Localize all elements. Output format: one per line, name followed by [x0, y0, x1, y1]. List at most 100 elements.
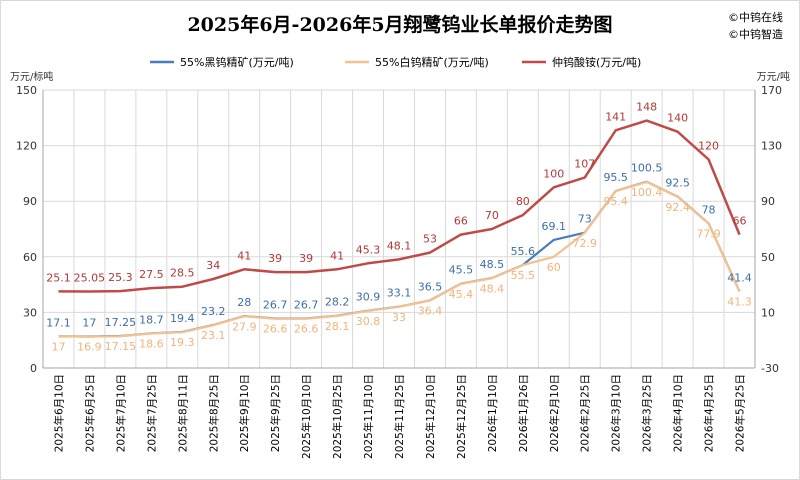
data-label: 73 [578, 213, 592, 226]
x-tick-label: 2025年9月10日 [238, 374, 251, 452]
data-label: 18.6 [139, 338, 164, 351]
data-label: 55.5 [511, 269, 536, 282]
data-label: 92.4 [665, 201, 690, 214]
data-label: 18.7 [139, 313, 164, 326]
legend: 55%黑钨精矿(万元/吨) 55%白钨精矿(万元/吨) 仲钨酸铵(万元/吨) [150, 55, 641, 69]
x-tick-label: 2026年1月10日 [486, 374, 499, 452]
x-tick-label: 2026年3月25日 [641, 374, 654, 452]
watermark-line-2: ©中钨智造 [728, 27, 783, 41]
data-label: 53 [423, 233, 437, 246]
data-label: 34 [206, 259, 220, 272]
right-tick-label: 90 [761, 195, 775, 208]
data-label: 100.4 [631, 186, 663, 199]
data-label: 16.9 [77, 341, 102, 354]
x-tick-label: 2026年3月10日 [610, 374, 623, 452]
left-axis-unit: 万元/标吨 [10, 70, 53, 83]
data-label: 100 [543, 167, 564, 180]
data-label: 45.3 [356, 243, 381, 256]
data-label: 70 [485, 209, 499, 222]
x-tick-label: 2025年6月25日 [83, 374, 96, 452]
data-label: 48.4 [480, 282, 505, 295]
data-label: 140 [667, 112, 688, 125]
x-tick-label: 2026年1月26日 [517, 374, 530, 452]
data-label: 26.6 [294, 323, 319, 336]
right-tick-label: -30 [761, 362, 779, 375]
data-label: 41 [237, 249, 251, 262]
data-label: 60 [547, 261, 561, 274]
x-tick-label: 2025年8月25日 [207, 374, 220, 452]
x-tick-label: 2025年6月10日 [52, 374, 65, 452]
data-label: 39 [299, 252, 313, 265]
series-line [58, 119, 741, 293]
right-tick-label: 50 [761, 251, 775, 264]
data-label: 45.5 [449, 264, 474, 277]
x-tick-label: 2025年10月25日 [331, 374, 344, 459]
x-tick-label: 2025年8月11日 [176, 374, 189, 452]
data-label: 48.1 [387, 239, 412, 252]
left-tick-label: 120 [16, 140, 37, 153]
gridlines [42, 89, 756, 368]
x-tick-label: 2026年2月25日 [579, 374, 592, 452]
left-tick-label: 150 [16, 84, 37, 97]
data-label: 55.6 [511, 245, 536, 258]
data-label: 41.4 [727, 271, 752, 284]
data-label: 39 [268, 252, 282, 265]
x-tick-label: 2025年10月10日 [300, 374, 313, 459]
data-label: 48.5 [480, 258, 505, 271]
data-label: 17.1 [46, 316, 71, 329]
data-label: 45.4 [449, 288, 474, 301]
data-label: 72.9 [572, 237, 597, 250]
data-label: 30.8 [356, 315, 381, 328]
data-label: 80 [516, 195, 530, 208]
data-label: 28.1 [325, 320, 350, 333]
x-tick-label: 2025年7月10日 [114, 374, 127, 452]
axes: 0 30 60 90 120 150 -30 10 50 90 130 170 2025年6月10日 20… [16, 84, 782, 459]
data-label: 30.9 [356, 291, 381, 304]
data-label: 92.5 [665, 177, 690, 190]
data-label: 141 [605, 110, 626, 123]
left-tick-label: 90 [23, 195, 37, 208]
data-label: 17 [51, 340, 65, 353]
data-label: 66 [733, 215, 747, 228]
left-tick-label: 30 [23, 306, 37, 319]
x-tick-label: 2026年2月10日 [548, 374, 561, 452]
data-label: 17.15 [105, 340, 137, 353]
data-label: 19.4 [170, 312, 195, 325]
left-tick-label: 0 [30, 362, 37, 375]
data-labels: 17.1 17 17.25 18.7 19.4 23.2 28 26.7 26.7 28.2 30.… [46, 101, 752, 354]
data-label: 26.6 [263, 323, 288, 336]
data-label: 36.4 [418, 305, 443, 318]
data-label: 69.1 [542, 220, 567, 233]
x-tick-label: 2026年4月25日 [703, 374, 716, 452]
series-lines [58, 119, 741, 338]
data-label: 120 [698, 140, 719, 153]
data-label: 33 [392, 311, 406, 324]
data-label: 36.5 [418, 280, 443, 293]
data-label: 27.9 [232, 320, 257, 333]
data-label: 95.4 [603, 195, 628, 208]
watermark-line-1: ©中钨在线 [728, 10, 783, 24]
x-tick-label: 2026年4月10日 [672, 374, 685, 452]
data-label: 78 [702, 203, 716, 216]
data-label: 95.5 [603, 171, 628, 184]
data-label: 107 [574, 158, 595, 171]
x-tick-label: 2025年7月25日 [145, 374, 158, 452]
legend-entry: 55%黑钨精矿(万元/吨) [180, 56, 294, 69]
data-label: 77.9 [696, 228, 721, 241]
series-line [58, 180, 741, 338]
x-tick-label: 2025年11月25日 [393, 374, 406, 459]
data-label: 23.2 [201, 305, 226, 318]
data-label: 148 [636, 101, 657, 114]
data-label: 41 [330, 249, 344, 262]
data-label: 25.1 [46, 271, 71, 284]
data-label: 27.5 [139, 268, 164, 281]
data-label: 100.5 [631, 162, 663, 175]
data-label: 25.3 [108, 271, 133, 284]
right-axis-unit: 万元/吨 [757, 70, 790, 83]
data-label: 28.2 [325, 296, 350, 309]
data-label: 26.7 [263, 299, 288, 312]
right-tick-label: 170 [761, 84, 782, 97]
data-label: 26.7 [294, 299, 319, 312]
